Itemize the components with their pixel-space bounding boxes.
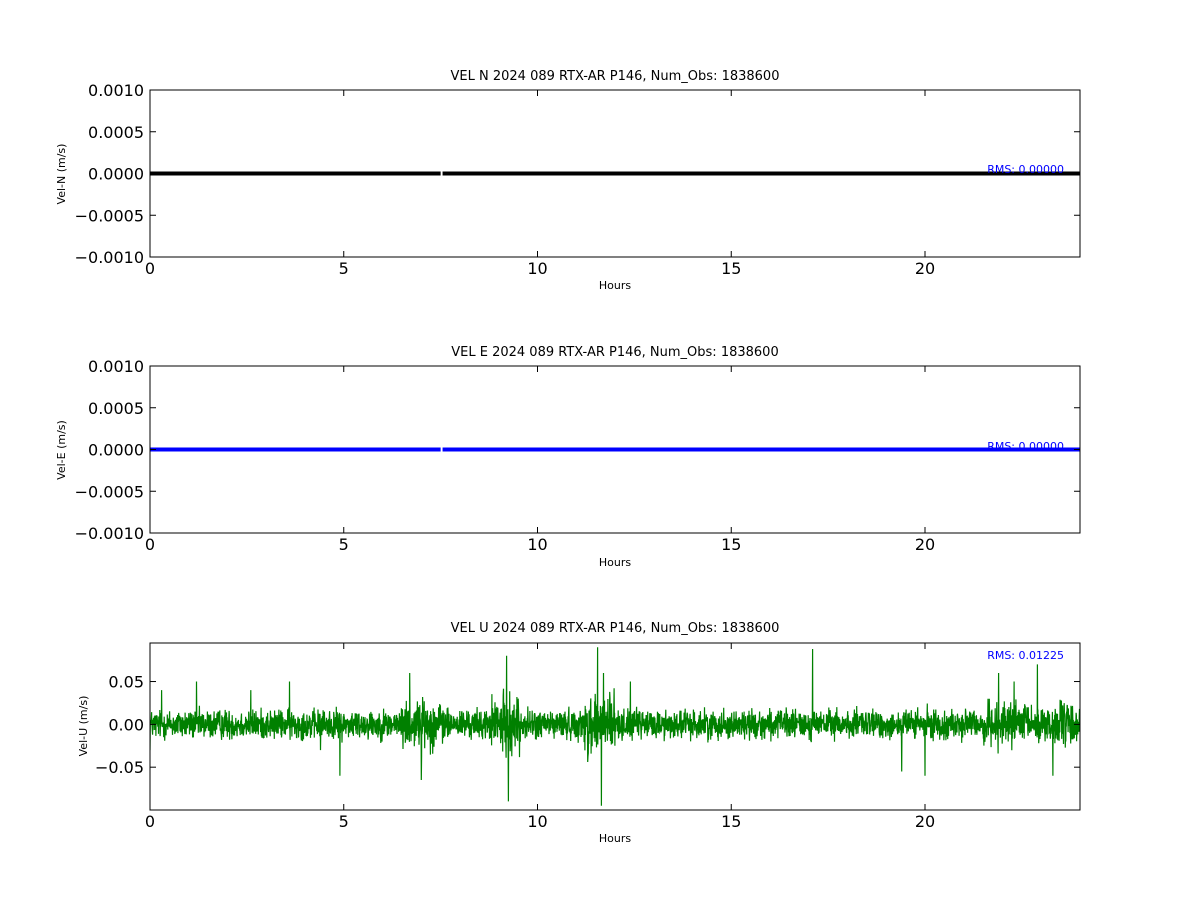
vel-e-plot-area: 0 5 10 15 20 0.0010 0.0005 0.0000 −0.0005 −0.0010 — [75, 357, 1081, 554]
vel-u-title: VEL U 2024 089 RTX-AR P146, Num_Obs: 183… — [451, 621, 780, 636]
vel-u-panel: VEL U 2024 089 RTX-AR P146, Num_Obs: 183… — [77, 621, 1081, 845]
vel-n-plot-area: 0 5 10 15 20 0.0010 0.0005 0.0000 −0.0005 −0.0010 — [75, 81, 1081, 278]
vel-n-panel: VEL N 2024 089 RTX-AR P146, Num_Obs: 183… — [55, 69, 1081, 292]
vel-n-x-tick-label: 0 — [145, 259, 155, 278]
vel-u-plot-area: 0 5 10 15 20 0.05 0.00 −0.05 — [95, 642, 1081, 831]
vel-u-x-tick-label: 20 — [915, 812, 935, 831]
vel-u-ylabel: Vel-U (m/s) — [77, 696, 90, 757]
vel-n-y-tick-label: 0.0005 — [88, 123, 144, 142]
vel-u-x-tick-label: 5 — [339, 812, 349, 831]
vel-n-y-tick-label: 0.0000 — [88, 165, 144, 184]
vel-n-x-tick-label: 5 — [339, 259, 349, 278]
vel-u-y-tick-label: 0.05 — [108, 673, 144, 692]
vel-n-y-tick-label: 0.0010 — [88, 81, 144, 100]
vel-n-y-tick-label: −0.0005 — [75, 206, 144, 225]
vel-e-rms-annotation: RMS: 0.00000 — [987, 440, 1064, 453]
vel-e-y-tick-label: 0.0005 — [88, 399, 144, 418]
vel-n-title: VEL N 2024 089 RTX-AR P146, Num_Obs: 183… — [451, 69, 780, 84]
vel-n-x-tick-label: 15 — [721, 259, 741, 278]
vel-u-xlabel: Hours — [599, 832, 631, 845]
vel-e-y-tick-label: 0.0010 — [88, 357, 144, 376]
vel-u-series-line — [150, 647, 1080, 806]
vel-e-y-tick-label: −0.0010 — [75, 524, 144, 543]
vel-n-ylabel: Vel-N (m/s) — [55, 144, 68, 205]
vel-n-x-tick-label: 20 — [915, 259, 935, 278]
vel-e-x-tick-label: 0 — [145, 535, 155, 554]
vel-u-x-tick-label: 0 — [145, 812, 155, 831]
vel-e-x-tick-label: 5 — [339, 535, 349, 554]
vel-e-x-tick-label: 10 — [527, 535, 547, 554]
vel-e-title: VEL E 2024 089 RTX-AR P146, Num_Obs: 183… — [451, 345, 778, 360]
vel-e-ylabel: Vel-E (m/s) — [55, 420, 68, 480]
vel-n-rms-annotation: RMS: 0.00000 — [987, 163, 1064, 176]
vel-u-rms-annotation: RMS: 0.01225 — [987, 649, 1064, 662]
vel-n-xlabel: Hours — [599, 279, 631, 292]
vel-e-panel: VEL E 2024 089 RTX-AR P146, Num_Obs: 183… — [55, 345, 1081, 569]
vel-e-y-tick-label: −0.0005 — [75, 482, 144, 501]
vel-e-x-tick-label: 20 — [915, 535, 935, 554]
vel-e-x-tick-label: 15 — [721, 535, 741, 554]
vel-u-axes-frame — [149, 642, 1081, 811]
vel-u-y-tick-label: −0.05 — [95, 758, 144, 777]
vel-e-xlabel: Hours — [599, 556, 631, 569]
vel-e-y-tick-label: 0.0000 — [88, 441, 144, 460]
vel-n-x-tick-label: 10 — [527, 259, 547, 278]
vel-n-y-tick-label: −0.0010 — [75, 248, 144, 267]
vel-u-y-tick-label: 0.00 — [108, 715, 144, 734]
vel-u-x-tick-label: 10 — [527, 812, 547, 831]
vel-u-x-tick-label: 15 — [721, 812, 741, 831]
